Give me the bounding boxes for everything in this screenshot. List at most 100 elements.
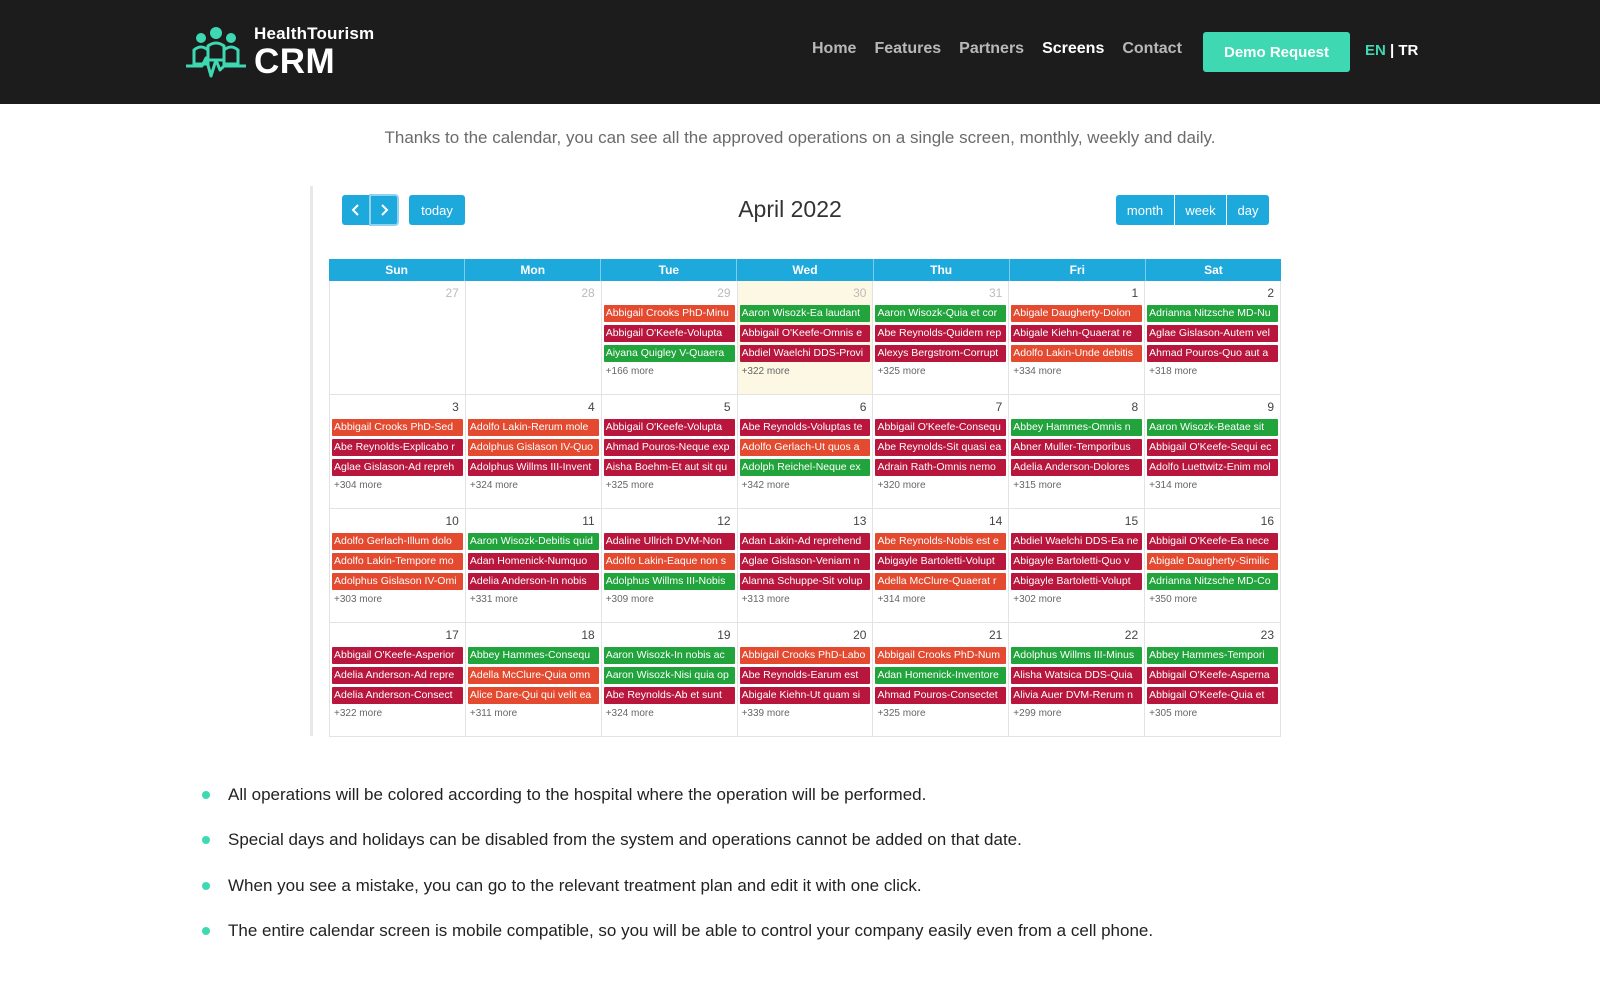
next-month-button[interactable]: [369, 194, 399, 226]
calendar-event[interactable]: Abe Reynolds-Earum est: [739, 667, 871, 684]
calendar-event[interactable]: Abdiel Waelchi DDS-Ea ne: [1011, 533, 1143, 550]
calendar-event[interactable]: Aaron Wisozk-Ea laudant: [739, 305, 871, 322]
calendar-event[interactable]: Abbey Hammes-Omnis n: [1011, 419, 1143, 436]
day-number[interactable]: 20: [853, 628, 867, 642]
more-events-link[interactable]: +325 more: [877, 708, 926, 719]
calendar-event[interactable]: Alexys Bergstrom-Corrupt: [875, 345, 1007, 362]
more-events-link[interactable]: +313 more: [741, 594, 790, 605]
day-number[interactable]: 1: [1131, 286, 1139, 300]
calendar-event[interactable]: Abdiel Waelchi DDS-Provi: [739, 345, 871, 362]
calendar-event[interactable]: Abigayle Bartoletti-Volupt: [1011, 573, 1143, 590]
calendar-event[interactable]: Abbigail O'Keefe-Omnis e: [739, 325, 871, 342]
more-events-link[interactable]: +334 more: [1013, 366, 1062, 377]
calendar-day-cell[interactable]: 27: [329, 281, 466, 394]
calendar-event[interactable]: Abe Reynolds-Quidem rep: [875, 325, 1007, 342]
calendar-day-cell[interactable]: 11 Aaron Wisozk-Debitis quid Adan Homenick…: [466, 509, 602, 622]
calendar-day-cell[interactable]: 12 Adaline Ullrich DVM-Non Adolfo Lakin-Ea…: [602, 509, 738, 622]
more-events-link[interactable]: +314 more: [1149, 480, 1198, 491]
calendar-event[interactable]: Aaron Wisozk-Quia et cor: [875, 305, 1007, 322]
more-events-link[interactable]: +322 more: [334, 708, 383, 719]
calendar-event[interactable]: Abbigail O'Keefe-Quia et: [1147, 687, 1279, 704]
calendar-event[interactable]: Abbigail Crooks PhD-Labo: [739, 647, 871, 664]
day-number[interactable]: 2: [1267, 286, 1275, 300]
calendar-event[interactable]: Adolphus Willms III-Nobis: [603, 573, 735, 590]
calendar-event[interactable]: Adelia Anderson-Dolores: [1011, 459, 1143, 476]
calendar-event[interactable]: Abigale Daugherty-Similic: [1147, 553, 1279, 570]
calendar-day-cell[interactable]: 15 Abdiel Waelchi DDS-Ea ne Abigayle Barto…: [1009, 509, 1146, 622]
calendar-event[interactable]: Abbigail Crooks PhD-Sed: [332, 419, 463, 436]
day-number[interactable]: 9: [1267, 400, 1275, 414]
calendar-day-cell[interactable]: 7 Abbigail O'Keefe-Consequ Abe Reynolds-Si…: [873, 395, 1010, 508]
demo-request-button[interactable]: Demo Request: [1203, 32, 1350, 72]
calendar-event[interactable]: Ahmad Pouros-Quo aut a: [1147, 345, 1279, 362]
calendar-event[interactable]: Adolfo Luettwitz-Enim mol: [1147, 459, 1279, 476]
calendar-event[interactable]: Abigale Kiehn-Ut quam si: [739, 687, 871, 704]
day-number[interactable]: 5: [723, 400, 731, 414]
day-number[interactable]: 10: [445, 514, 459, 528]
calendar-event[interactable]: Aglae Gislason-Ad repreh: [332, 459, 463, 476]
today-button[interactable]: today: [409, 195, 465, 225]
more-events-link[interactable]: +350 more: [1149, 594, 1198, 605]
calendar-event[interactable]: Abbigail O'Keefe-Sequi ec: [1147, 439, 1279, 456]
day-number[interactable]: 27: [445, 286, 459, 300]
calendar-event[interactable]: Adelia Anderson-Consect: [332, 687, 463, 704]
calendar-day-cell[interactable]: 1 Abigale Daugherty-Dolon Abigale Kiehn-Qu…: [1009, 281, 1146, 394]
calendar-day-cell[interactable]: 16 Abbigail O'Keefe-Ea nece Abigale Daughe…: [1145, 509, 1282, 622]
day-number[interactable]: 7: [995, 400, 1003, 414]
calendar-event[interactable]: Adolphus Gislason IV-Quo: [467, 439, 599, 456]
calendar-event[interactable]: Abigayle Bartoletti-Quo v: [1011, 553, 1143, 570]
calendar-event[interactable]: Abigale Kiehn-Quaerat re: [1011, 325, 1143, 342]
calendar-day-cell[interactable]: 4 Adolfo Lakin-Rerum mole Adolphus Gislaso…: [466, 395, 602, 508]
calendar-event[interactable]: Aisha Boehm-Et aut sit qu: [603, 459, 735, 476]
calendar-day-cell[interactable]: 19 Aaron Wisozk-In nobis ac Aaron Wisozk-N…: [602, 623, 738, 736]
calendar-event[interactable]: Adolphus Gislason IV-Omi: [332, 573, 463, 590]
calendar-event[interactable]: Abner Muller-Temporibus: [1011, 439, 1143, 456]
calendar-event[interactable]: Alisha Watsica DDS-Quia: [1011, 667, 1143, 684]
more-events-link[interactable]: +320 more: [877, 480, 926, 491]
calendar-event[interactable]: Aaron Wisozk-Beatae sit: [1147, 419, 1279, 436]
calendar-day-cell[interactable]: 21 Abbigail Crooks PhD-Num Adan Homenick-I…: [873, 623, 1010, 736]
view-week-button[interactable]: week: [1175, 195, 1226, 225]
calendar-event[interactable]: Adolfo Lakin-Eaque non s: [603, 553, 735, 570]
calendar-event[interactable]: Abbigail O'Keefe-Asperna: [1147, 667, 1279, 684]
calendar-day-cell[interactable]: 17 Abbigail O'Keefe-Asperior Adelia Anders…: [329, 623, 466, 736]
more-events-link[interactable]: +314 more: [877, 594, 926, 605]
day-number[interactable]: 16: [1260, 514, 1275, 528]
day-number[interactable]: 21: [988, 628, 1003, 642]
calendar-event[interactable]: Adolfo Gerlach-Illum dolo: [332, 533, 463, 550]
calendar-event[interactable]: Adolph Reichel-Neque ex: [739, 459, 871, 476]
day-number[interactable]: 18: [581, 628, 595, 642]
calendar-event[interactable]: Adolphus Willms III-Invent: [467, 459, 599, 476]
calendar-event[interactable]: Abe Reynolds-Ab et sunt: [603, 687, 735, 704]
calendar-day-cell[interactable]: 9 Aaron Wisozk-Beatae sit Abbigail O'Keefe…: [1145, 395, 1282, 508]
calendar-day-cell[interactable]: 6 Abe Reynolds-Voluptas te Adolfo Gerlach-…: [738, 395, 874, 508]
day-number[interactable]: 22: [1124, 628, 1139, 642]
calendar-event[interactable]: Aiyana Quigley V-Quaera: [603, 345, 735, 362]
calendar-day-cell[interactable]: 3 Abbigail Crooks PhD-Sed Abe Reynolds-Exp…: [329, 395, 466, 508]
more-events-link[interactable]: +311 more: [469, 708, 518, 719]
calendar-day-cell[interactable]: 28: [466, 281, 602, 394]
more-events-link[interactable]: +322 more: [741, 366, 790, 377]
brand-logo[interactable]: HealthTourism CRM: [184, 24, 374, 80]
view-month-button[interactable]: month: [1116, 195, 1174, 225]
more-events-link[interactable]: +318 more: [1149, 366, 1198, 377]
calendar-day-cell[interactable]: 22 Adolphus Willms III-Minus Alisha Watsic…: [1009, 623, 1146, 736]
calendar-event[interactable]: Alice Dare-Qui qui velit ea: [467, 687, 599, 704]
calendar-day-cell[interactable]: 8 Abbey Hammes-Omnis n Abner Muller-Tempor…: [1009, 395, 1146, 508]
more-events-link[interactable]: +299 more: [1013, 708, 1062, 719]
calendar-event[interactable]: Abe Reynolds-Explicabo r: [332, 439, 463, 456]
calendar-day-cell[interactable]: 23 Abbey Hammes-Tempori Abbigail O'Keefe-A…: [1145, 623, 1282, 736]
calendar-event[interactable]: Adolfo Lakin-Unde debitis: [1011, 345, 1143, 362]
calendar-event[interactable]: Adrain Rath-Omnis nemo: [875, 459, 1007, 476]
view-day-button[interactable]: day: [1227, 195, 1269, 225]
calendar-event[interactable]: Adrianna Nitzsche MD-Co: [1147, 573, 1279, 590]
calendar-event[interactable]: Ahmad Pouros-Consectet: [875, 687, 1007, 704]
calendar-event[interactable]: Adaline Ullrich DVM-Non: [603, 533, 735, 550]
calendar-event[interactable]: Adelia Anderson-Ad repre: [332, 667, 463, 684]
calendar-event[interactable]: Abe Reynolds-Voluptas te: [739, 419, 871, 436]
calendar-event[interactable]: Aaron Wisozk-Nisi quia op: [603, 667, 735, 684]
nav-screens[interactable]: Screens: [1042, 40, 1105, 57]
calendar-event[interactable]: Abbigail O'Keefe-Asperior: [332, 647, 463, 664]
calendar-event[interactable]: Abigayle Bartoletti-Volupt: [875, 553, 1007, 570]
calendar-day-cell[interactable]: 20 Abbigail Crooks PhD-Labo Abe Reynolds-E…: [738, 623, 874, 736]
